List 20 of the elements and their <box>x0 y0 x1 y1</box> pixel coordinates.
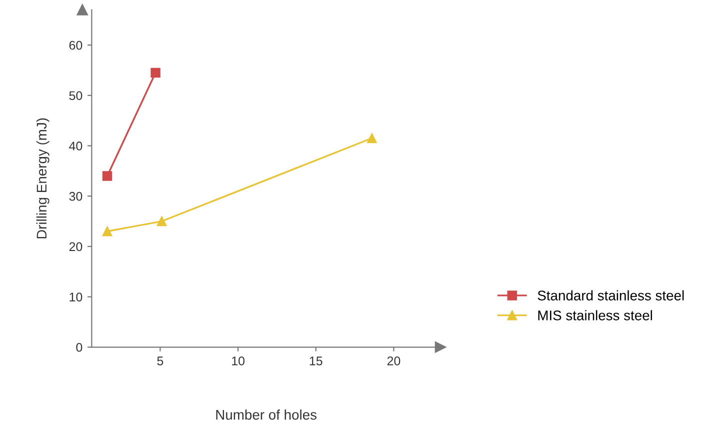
point <box>367 133 377 144</box>
legend-label: Standard stainless steel <box>538 290 684 300</box>
y-tick-label: 30 <box>69 192 82 201</box>
point <box>102 171 112 181</box>
x-axis-title: Number of holes <box>216 410 317 420</box>
y-tick-label: 10 <box>70 292 82 302</box>
y-axis-title: Drilling Energy (mJ) <box>36 118 50 238</box>
x-tick-label: 5 <box>157 356 164 366</box>
point <box>102 226 112 236</box>
point <box>156 216 167 226</box>
y-tick-label: 0 <box>76 342 82 352</box>
point <box>150 68 160 78</box>
y-tick-label: 40 <box>69 142 82 150</box>
y-tick-label: 60 <box>69 40 82 50</box>
x-tick-label: 15 <box>310 356 322 366</box>
x-tick-label: 20 <box>387 356 400 366</box>
legend-label: MIS stainless steel <box>538 310 652 320</box>
y-tick-label: 50 <box>69 91 82 100</box>
y-tick-label: 20 <box>69 242 82 252</box>
x-tick-label: 10 <box>232 356 244 366</box>
